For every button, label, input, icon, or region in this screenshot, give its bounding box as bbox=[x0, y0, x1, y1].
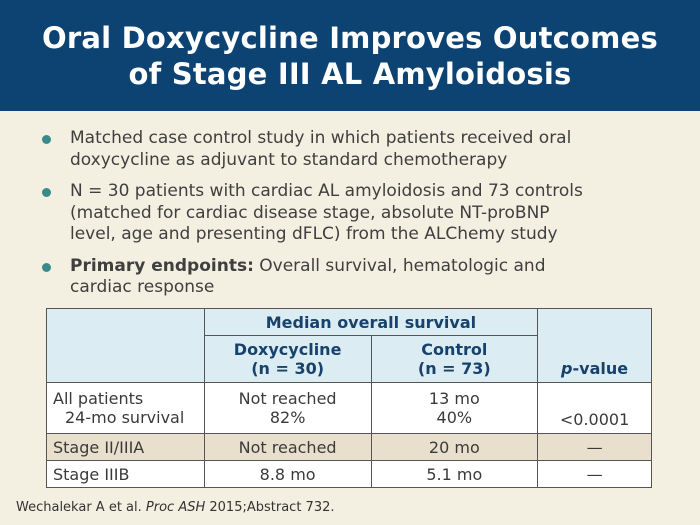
header-empty-cell bbox=[46, 308, 205, 383]
bullet-population: N = 30 patients with cardiac AL amyloido… bbox=[40, 181, 670, 246]
bullet-text: doxycycline as adjuvant to standard chem… bbox=[70, 149, 508, 170]
table-header-row: Median overall survival p-value bbox=[46, 308, 652, 383]
header-control-name: Control bbox=[421, 340, 488, 359]
header-p-value: p-value bbox=[537, 308, 652, 383]
cell-p-value: — bbox=[537, 460, 652, 488]
bullet-endpoints: Primary endpoints: Overall survival, hem… bbox=[40, 256, 670, 299]
row-label-line-2: 24-mo survival bbox=[65, 408, 185, 427]
footnote-authors: Wechalekar A et al. bbox=[16, 500, 146, 515]
slide-title-line-2: of Stage III AL Amyloidosis bbox=[128, 56, 572, 91]
cell-line-1: Not reached bbox=[238, 389, 337, 408]
bullet-text: Primary endpoints: Overall survival, hem… bbox=[70, 256, 670, 278]
bullet-bold-label: Primary endpoints: bbox=[70, 255, 254, 276]
bullet-text: (matched for cardiac disease stage, abso… bbox=[70, 202, 550, 223]
cell-doxycycline: Not reached bbox=[203, 433, 372, 461]
header-doxycycline-name: Doxycycline bbox=[233, 340, 342, 359]
header-control: Control (n = 73) bbox=[370, 335, 539, 383]
cell-control: 5.1 mo bbox=[370, 460, 539, 488]
cell-line-2: 40% bbox=[436, 408, 473, 427]
cell-control: 20 mo bbox=[370, 433, 539, 461]
header-median-overall-survival: Median overall survival bbox=[203, 308, 539, 336]
bullet-dot-icon bbox=[42, 188, 51, 197]
survival-table: Median overall survival p-value Doxycycl… bbox=[46, 308, 652, 488]
bullet-text-rest: Overall survival, hematologic and bbox=[253, 255, 546, 276]
bullet-text: Matched case control study in which pati… bbox=[70, 128, 572, 148]
header-doxycycline-n: (n = 30) bbox=[251, 359, 325, 378]
p-rest: -value bbox=[572, 359, 629, 378]
table-row-all-patients: All patients 24-mo survival Not reached … bbox=[46, 382, 652, 434]
row-label-line-1: All patients bbox=[53, 389, 144, 408]
cell-p-value: <0.0001 bbox=[537, 382, 652, 434]
cell-control: 13 mo 40% bbox=[370, 382, 539, 434]
bullet-study-design: Matched case control study in which pati… bbox=[40, 128, 670, 171]
row-label: Stage IIIB bbox=[46, 460, 205, 488]
bullet-list: Matched case control study in which pati… bbox=[40, 128, 670, 309]
bullet-text: level, age and presenting dFLC) from the… bbox=[70, 224, 558, 244]
slide-title-line-1: Oral Doxycycline Improves Outcomes bbox=[42, 20, 658, 55]
cell-line-2: 82% bbox=[269, 408, 306, 427]
bullet-text: cardiac response bbox=[70, 277, 215, 297]
header-control-n: (n = 73) bbox=[417, 359, 491, 378]
table-row-stage-2-3a: Stage II/IIIA Not reached 20 mo — bbox=[46, 433, 652, 461]
footnote-journal: Proc ASH bbox=[145, 500, 206, 515]
bullet-dot-icon bbox=[42, 135, 51, 144]
cell-line-1: 13 mo bbox=[428, 389, 480, 408]
p-italic: p bbox=[561, 359, 573, 378]
header-doxycycline: Doxycycline (n = 30) bbox=[203, 335, 372, 383]
row-label: Stage II/IIIA bbox=[46, 433, 205, 461]
citation-footnote: Wechalekar A et al. Proc ASH 2015;Abstra… bbox=[16, 500, 335, 515]
table-row-stage-3b: Stage IIIB 8.8 mo 5.1 mo — bbox=[46, 460, 652, 488]
title-bar: Oral Doxycycline Improves Outcomes of St… bbox=[0, 0, 700, 111]
footnote-detail: 2015;Abstract 732. bbox=[205, 500, 335, 515]
cell-doxycycline: Not reached 82% bbox=[203, 382, 372, 434]
bullet-dot-icon bbox=[42, 262, 51, 272]
row-label: All patients 24-mo survival bbox=[46, 382, 205, 434]
table-subheader-row: Doxycycline (n = 30) Control (n = 73) bbox=[47, 335, 652, 383]
cell-doxycycline: 8.8 mo bbox=[203, 460, 372, 488]
cell-p-value: — bbox=[537, 433, 652, 461]
bullet-text: N = 30 patients with cardiac AL amyloido… bbox=[70, 181, 583, 201]
